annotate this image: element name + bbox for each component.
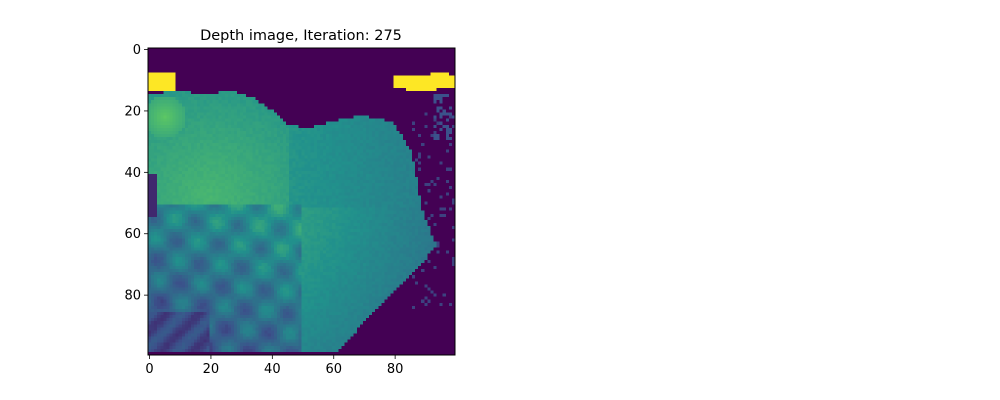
- x-tick-label: 20: [203, 362, 220, 377]
- plot-frame: [147, 47, 456, 356]
- x-tick-label: 80: [387, 362, 404, 377]
- x-tick-label: 60: [325, 362, 342, 377]
- x-tick-label: 0: [145, 362, 153, 377]
- x-axis: 0 20 40 60 80: [145, 355, 403, 377]
- heatmap-image: [148, 48, 455, 355]
- heatmap-image-container: [148, 48, 455, 355]
- y-tick-label: 80: [124, 289, 141, 304]
- y-axis: 0 20 40 60 80: [124, 43, 148, 304]
- x-tick-label: 40: [264, 362, 281, 377]
- y-tick-label: 60: [124, 227, 141, 242]
- y-tick-label: 40: [124, 166, 141, 181]
- plot-area: [147, 47, 456, 356]
- y-tick-label: 0: [133, 43, 141, 58]
- chart-title: Depth image, Iteration: 275: [200, 28, 402, 44]
- y-tick-label: 20: [124, 104, 141, 119]
